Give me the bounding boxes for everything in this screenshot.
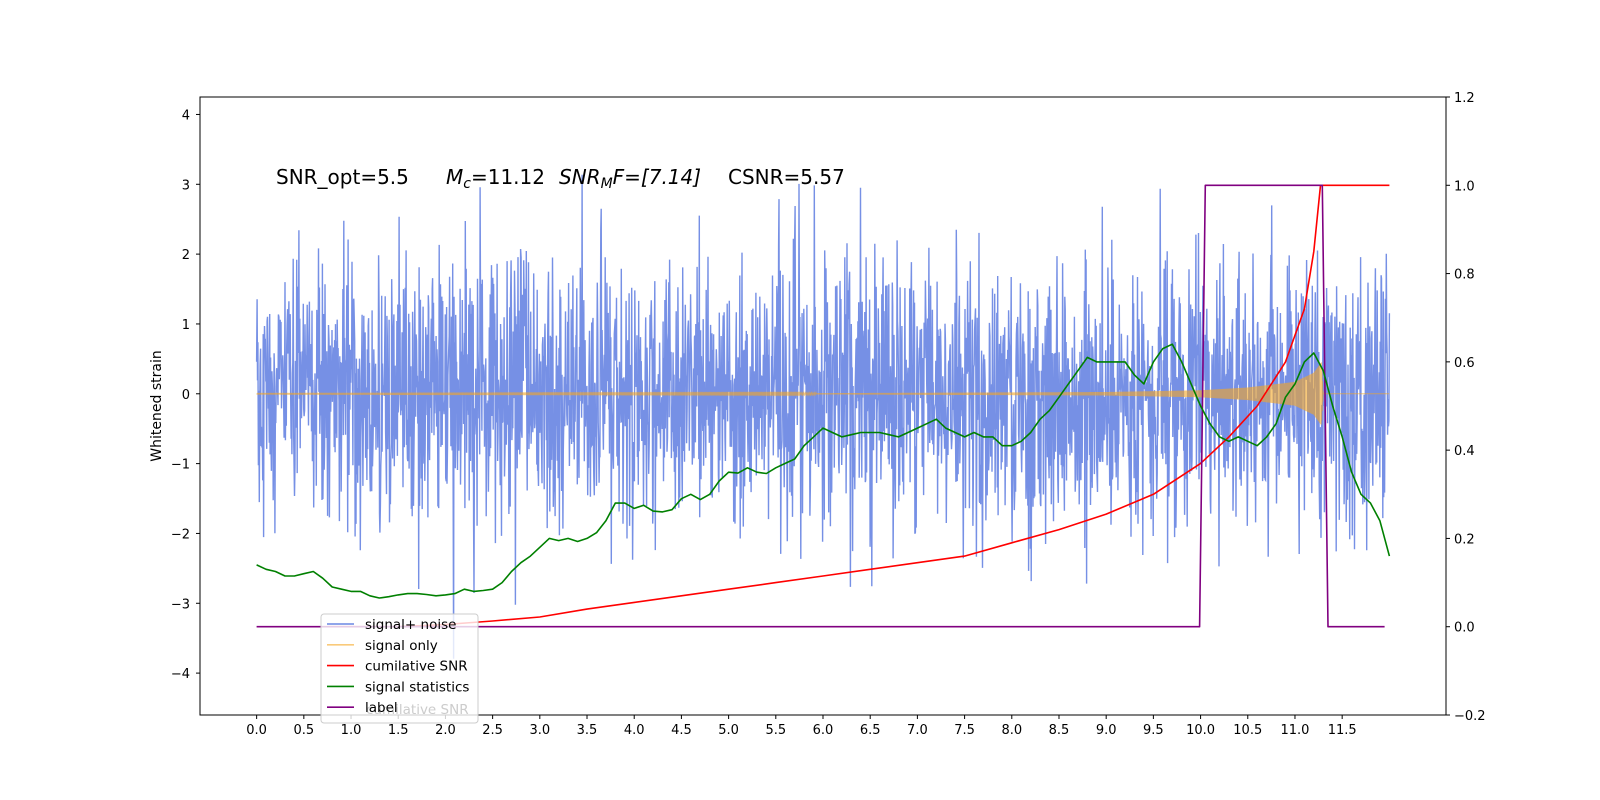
x-tick-label-7: 3.5 <box>577 723 598 738</box>
x-tick-label-5: 2.5 <box>482 723 503 738</box>
legend-label-1: signal only <box>365 638 438 654</box>
annotation-snr-opt: SNR_opt=5.5 <box>276 165 409 189</box>
annotation-mc-symbol: M <box>446 165 463 189</box>
legend-label-4: label <box>365 700 398 716</box>
legend-label-0: signal+ noise <box>365 617 456 633</box>
y-tick-label-8: −4 <box>171 667 190 682</box>
y2-tick-label-0: 1.2 <box>1454 91 1475 106</box>
x-tick-label-8: 4.0 <box>624 723 645 738</box>
x-tick-label-15: 7.5 <box>954 723 975 738</box>
y2-tick-label-6: 0.0 <box>1454 621 1475 636</box>
annotation-text: SNR_opt=5.5 Mc=11.12 SNRMF=[7.14] CSNR=5… <box>276 165 845 192</box>
annotation-mc-sub: c <box>463 176 471 192</box>
x-tick-label-17: 8.5 <box>1049 723 1070 738</box>
x-tick-label-11: 5.5 <box>765 723 786 738</box>
annotation-mc: Mc=11.12 <box>446 165 545 192</box>
x-tick-label-3: 1.5 <box>388 723 409 738</box>
legend-label-2: cumilative SNR <box>365 659 468 675</box>
series-signal-noise <box>255 174 1391 659</box>
y-tick-label-5: −1 <box>171 458 190 473</box>
x-tick-label-2: 1.0 <box>341 723 362 738</box>
y2-tick-label-7: −0.2 <box>1454 709 1486 724</box>
x-tick-label-1: 0.5 <box>293 723 314 738</box>
x-tick-label-23: 11.5 <box>1328 723 1357 738</box>
x-tick-label-14: 7.0 <box>907 723 928 738</box>
x-tick-label-9: 4.5 <box>671 723 692 738</box>
y2-tick-label-5: 0.2 <box>1454 532 1475 547</box>
x-tick-label-21: 10.5 <box>1233 723 1262 738</box>
annotation-snrmf-symbol: SNR <box>559 165 601 189</box>
annotation-csnr: CSNR=5.57 <box>728 165 845 189</box>
y2-tick-label-2: 0.8 <box>1454 268 1475 283</box>
legend-ghost-text: cumilative SNR <box>366 702 469 718</box>
series-cumulative-snr <box>327 184 1390 628</box>
x-tick-label-12: 6.0 <box>813 723 834 738</box>
x-tick-label-19: 9.5 <box>1143 723 1164 738</box>
x-axis: 0.0 0.5 1.0 1.5 2.0 2.5 3.0 3.5 4.0 4.5 5.0 5.5 6.0 6… <box>246 715 1357 738</box>
y-tick-label-1: 3 <box>182 178 190 193</box>
x-tick-label-13: 6.5 <box>860 723 881 738</box>
left-y-axis: 4 3 2 1 0 −1 −2 −3 −4 <box>171 108 200 682</box>
y-tick-label-7: −3 <box>171 597 190 612</box>
y-tick-label-3: 1 <box>182 318 190 333</box>
annotation-snrmf: SNRMF=[7.14] <box>559 165 701 192</box>
annotation-snrmf-sub: M <box>601 176 613 192</box>
y-axis-label: Whitened strain <box>149 350 165 461</box>
x-tick-label-22: 11.0 <box>1280 723 1309 738</box>
y2-tick-label-1: 1.0 <box>1454 179 1475 194</box>
x-tick-label-4: 2.0 <box>435 723 456 738</box>
x-tick-label-20: 10.0 <box>1186 723 1215 738</box>
x-tick-label-6: 3.0 <box>529 723 550 738</box>
series-layer <box>255 174 1391 659</box>
x-tick-label-0: 0.0 <box>246 723 267 738</box>
y-tick-label-2: 2 <box>182 248 190 263</box>
annotation-snrmf-tail: F=[7.14] <box>613 165 701 189</box>
series-label <box>256 184 1385 628</box>
y-tick-label-6: −2 <box>171 527 190 542</box>
legend-entries: signal+ noise signal only cumilative SNR si… <box>327 617 469 716</box>
series-signal-statistics <box>256 343 1391 599</box>
x-tick-label-10: 5.0 <box>718 723 739 738</box>
x-tick-label-18: 9.0 <box>1096 723 1117 738</box>
right-y-axis: 1.2 1.0 0.8 0.6 0.4 0.2 0.0 −0.2 <box>1446 91 1486 724</box>
y-tick-label-4: 0 <box>182 388 190 403</box>
y2-tick-label-3: 0.6 <box>1454 356 1475 371</box>
series-signal-only <box>256 362 1390 425</box>
x-tick-label-16: 8.0 <box>1001 723 1022 738</box>
legend-box <box>320 613 479 724</box>
legend: cumilative SNR signal+ noise signal only c… <box>320 613 479 724</box>
legend-label-3: signal statistics <box>365 679 469 695</box>
annotation-mc-value: =11.12 <box>471 165 545 189</box>
y2-tick-label-4: 0.4 <box>1454 444 1475 459</box>
y-tick-label-0: 4 <box>182 108 190 123</box>
